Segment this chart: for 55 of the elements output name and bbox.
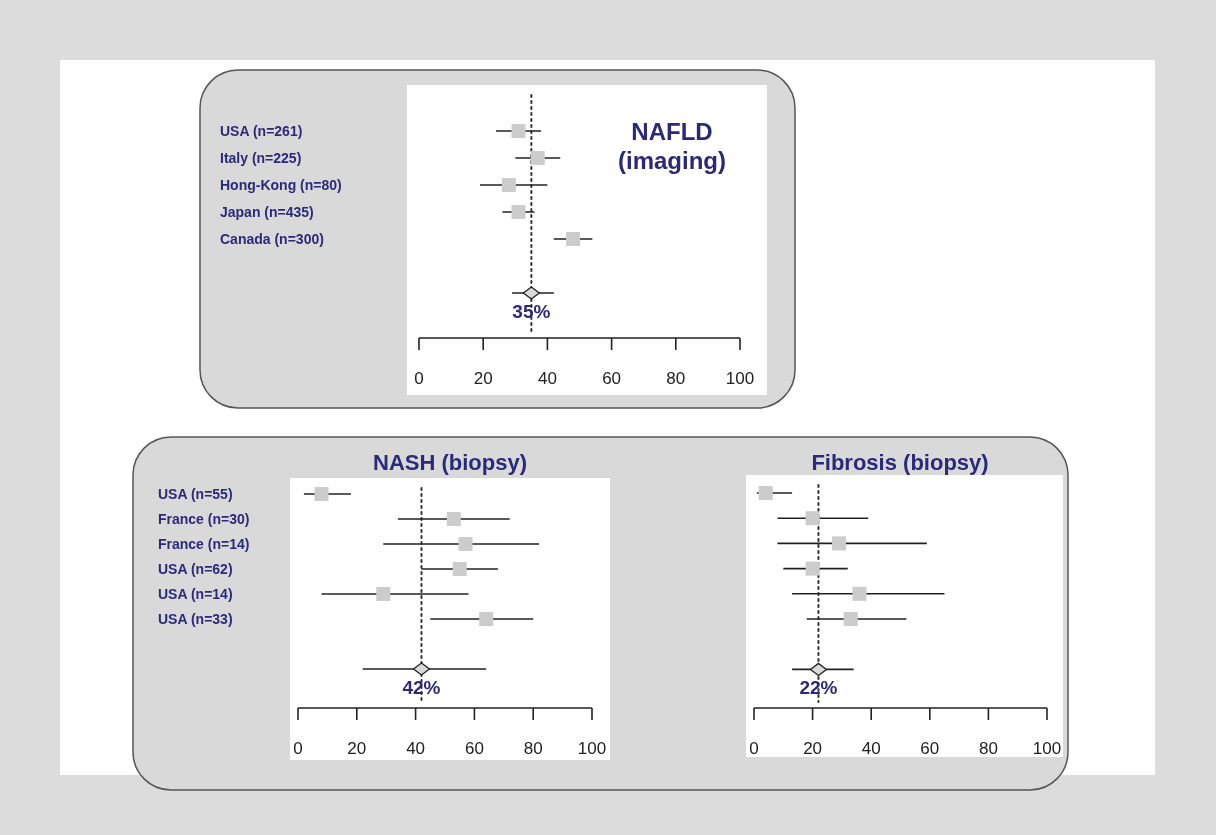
point [511,124,526,138]
point [522,286,540,300]
point [852,586,867,601]
point [566,232,581,246]
y-tick-label: USA (n=261) [220,123,303,139]
x-tick-label: 0 [293,739,303,758]
x-tick-label: 100 [577,739,607,758]
y-tick-label: USA (n=62) [158,561,233,577]
point [446,512,461,526]
x-tick-label: 60 [602,369,622,388]
point [809,662,828,677]
y-tick-label: France (n=30) [158,511,250,527]
data-label: 22% [799,677,838,699]
point [843,612,858,626]
point [376,587,391,601]
y-tick-label: USA (n=55) [158,486,233,502]
chart-title: NASH (biopsy) [373,450,527,475]
x-tick-label: 40 [861,739,881,758]
y-tick-label: Hong-Kong (n=80) [220,177,342,193]
x-tick-label: 20 [803,739,823,758]
point [511,205,526,219]
x-tick-label: 60 [920,739,940,758]
x-tick-label: 100 [1032,739,1062,758]
x-tick-label: 0 [749,739,759,758]
x-tick-label: 80 [666,369,686,388]
point [452,562,467,576]
point [458,537,473,551]
data-label: 42% [402,677,441,698]
y-tick-label: USA (n=14) [158,586,233,602]
x-tick-label: 80 [978,739,998,758]
chart-title: Fibrosis (biopsy) [811,450,989,475]
x-tick-label: 20 [347,739,367,758]
x-tick-label: 40 [537,369,557,388]
x-tick-label: 0 [414,369,424,388]
point [479,612,494,626]
point [758,486,773,500]
point [501,178,516,192]
data-label: 35% [512,301,551,322]
y-tick-label: Japan (n=435) [220,204,314,220]
y-tick-label: France (n=14) [158,536,250,552]
x-tick-label: 60 [464,739,484,758]
point [314,487,329,501]
point [412,662,431,676]
x-tick-label: 80 [523,739,543,758]
point [805,561,820,576]
x-tick-label: 20 [473,369,493,388]
x-tick-label: 100 [725,369,755,388]
point [831,536,846,551]
y-tick-label: Italy (n=225) [220,150,302,166]
point [530,151,545,165]
point [805,511,820,526]
text: NAFLD (imaging) [618,118,726,174]
y-tick-label: USA (n=33) [158,611,233,627]
x-tick-label: 40 [406,739,426,758]
y-tick-label: Canada (n=300) [220,231,324,247]
